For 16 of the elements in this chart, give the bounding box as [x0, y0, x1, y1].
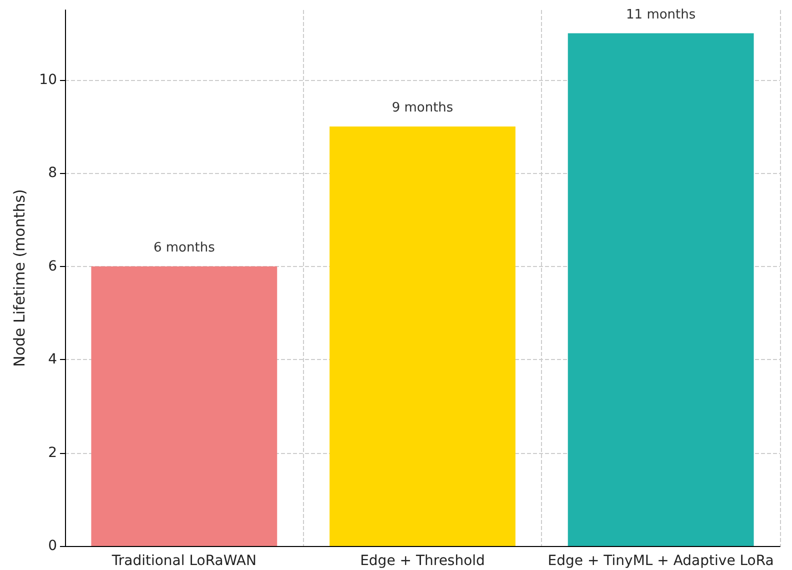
- x-tick-label: Traditional LoRaWAN: [110, 553, 256, 569]
- bar: [91, 266, 278, 546]
- y-tick-label: 4: [48, 352, 58, 368]
- x-tick-label: Edge + TinyML + Adaptive LoRa: [548, 553, 774, 569]
- x-tick-label: Edge + Threshold: [360, 553, 485, 569]
- y-tick-label: 6: [48, 258, 58, 274]
- y-tick-label: 2: [48, 444, 57, 461]
- bar: [568, 33, 754, 546]
- y-tick-label: 10: [39, 72, 57, 88]
- data-label: 11 months: [626, 7, 696, 22]
- data-label: 9 months: [392, 100, 454, 116]
- y-axis-title: Node Lifetime (months): [10, 189, 28, 367]
- data-label: 6 months: [153, 240, 216, 256]
- y-tick-label: 0: [48, 538, 57, 554]
- bar: [330, 126, 516, 546]
- y-tick-label: 8: [48, 165, 57, 182]
